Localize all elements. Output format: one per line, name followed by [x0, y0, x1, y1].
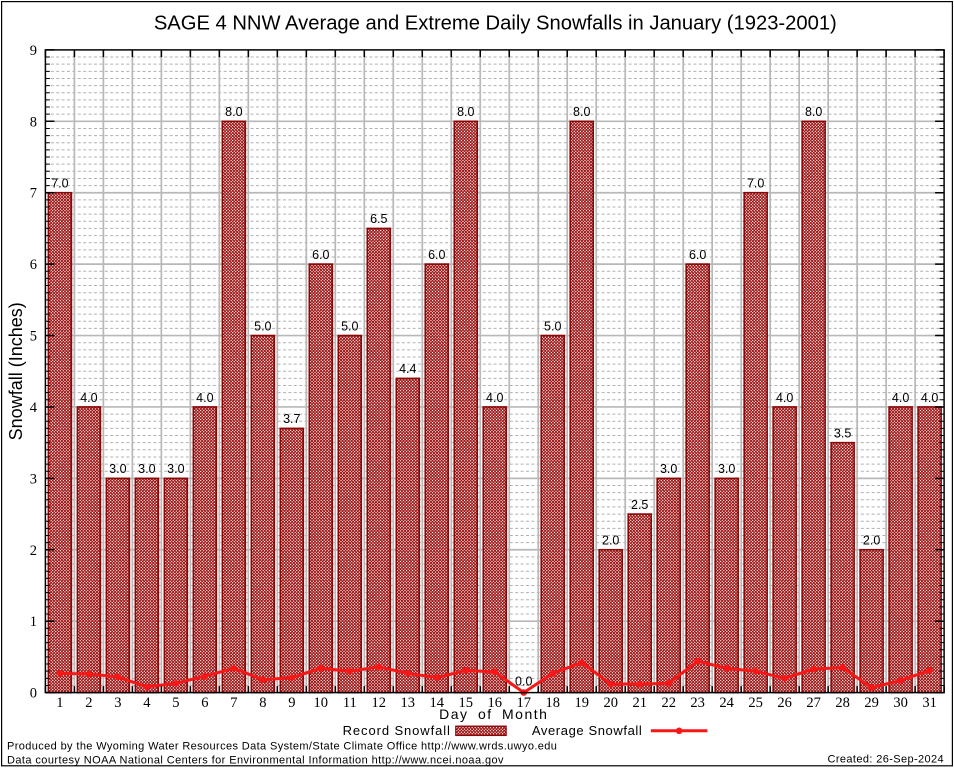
svg-text:SAGE 4 NNW Average and Extreme: SAGE 4 NNW Average and Extreme Daily Sno…	[154, 13, 837, 35]
svg-text:4.4: 4.4	[399, 362, 416, 376]
svg-text:25: 25	[748, 695, 763, 711]
svg-text:24: 24	[719, 695, 734, 711]
svg-text:3.0: 3.0	[660, 462, 677, 476]
svg-text:6.0: 6.0	[428, 248, 445, 262]
svg-text:8: 8	[30, 114, 37, 130]
svg-text:Produced by the Wyoming Water: Produced by the Wyoming Water Resources …	[7, 740, 557, 752]
svg-text:Average Snowfall: Average Snowfall	[532, 723, 643, 738]
svg-text:6.0: 6.0	[312, 248, 329, 262]
svg-text:2.5: 2.5	[631, 498, 648, 512]
svg-text:7.0: 7.0	[747, 177, 764, 191]
svg-text:4.0: 4.0	[486, 391, 503, 405]
svg-text:14: 14	[430, 695, 445, 711]
svg-text:1: 1	[56, 695, 63, 711]
svg-text:13: 13	[401, 695, 416, 711]
svg-text:5: 5	[30, 329, 37, 345]
svg-text:4.0: 4.0	[921, 391, 938, 405]
svg-text:Record Snowfall: Record Snowfall	[343, 723, 451, 738]
svg-text:10: 10	[314, 695, 329, 711]
svg-text:23: 23	[690, 695, 705, 711]
svg-text:20: 20	[603, 695, 618, 711]
svg-text:3.0: 3.0	[718, 462, 735, 476]
svg-text:6: 6	[201, 695, 208, 711]
svg-text:3: 3	[114, 695, 121, 711]
svg-text:2.0: 2.0	[863, 534, 880, 548]
svg-text:3: 3	[30, 471, 37, 487]
svg-text:4.0: 4.0	[776, 391, 793, 405]
svg-text:0: 0	[30, 686, 37, 702]
svg-text:18: 18	[545, 695, 560, 711]
svg-text:8: 8	[259, 695, 266, 711]
svg-text:4.0: 4.0	[80, 391, 97, 405]
svg-text:4: 4	[30, 400, 38, 416]
svg-text:4.0: 4.0	[196, 391, 213, 405]
svg-text:26: 26	[777, 695, 792, 711]
svg-text:Data courtesy NOAA National Ce: Data courtesy NOAA National Centers for …	[7, 754, 504, 766]
svg-text:22: 22	[661, 695, 676, 711]
svg-text:16: 16	[488, 695, 503, 711]
svg-text:7.0: 7.0	[51, 177, 68, 191]
svg-text:5: 5	[172, 695, 179, 711]
svg-text:3.5: 3.5	[834, 426, 851, 440]
svg-text:1: 1	[30, 614, 37, 630]
svg-text:4: 4	[143, 695, 151, 711]
svg-text:5.0: 5.0	[254, 319, 271, 333]
svg-text:28: 28	[835, 695, 850, 711]
svg-text:19: 19	[574, 695, 589, 711]
svg-text:3.0: 3.0	[138, 462, 155, 476]
svg-text:15: 15	[459, 695, 474, 711]
svg-text:3.7: 3.7	[283, 412, 300, 426]
svg-text:6: 6	[30, 257, 37, 273]
svg-text:Day of Month: Day of Month	[439, 706, 548, 722]
svg-text:27: 27	[806, 695, 821, 711]
svg-text:9: 9	[30, 43, 37, 59]
svg-text:2: 2	[30, 543, 37, 559]
svg-text:3.0: 3.0	[109, 462, 126, 476]
svg-text:7: 7	[230, 695, 237, 711]
svg-text:11: 11	[343, 695, 357, 711]
svg-text:8.0: 8.0	[225, 105, 242, 119]
svg-text:8.0: 8.0	[573, 105, 590, 119]
svg-text:4.0: 4.0	[892, 391, 909, 405]
svg-text:29: 29	[864, 695, 879, 711]
svg-text:0.0: 0.0	[515, 674, 532, 688]
svg-text:5.0: 5.0	[341, 319, 358, 333]
svg-text:6.0: 6.0	[689, 248, 706, 262]
svg-text:17: 17	[516, 695, 531, 711]
svg-text:2.0: 2.0	[602, 534, 619, 548]
svg-text:8.0: 8.0	[805, 105, 822, 119]
svg-text:21: 21	[632, 695, 647, 711]
svg-text:Created: 26-Sep-2024: Created: 26-Sep-2024	[828, 754, 944, 766]
svg-text:5.0: 5.0	[544, 319, 561, 333]
svg-text:8.0: 8.0	[457, 105, 474, 119]
svg-text:3.0: 3.0	[167, 462, 184, 476]
svg-text:30: 30	[893, 695, 908, 711]
svg-text:6.5: 6.5	[370, 212, 387, 226]
svg-text:12: 12	[372, 695, 387, 711]
svg-text:Snowfall (Inches): Snowfall (Inches)	[6, 302, 26, 440]
svg-text:31: 31	[922, 695, 937, 711]
svg-text:9: 9	[288, 695, 295, 711]
svg-text:7: 7	[30, 186, 37, 202]
svg-text:2: 2	[85, 695, 92, 711]
